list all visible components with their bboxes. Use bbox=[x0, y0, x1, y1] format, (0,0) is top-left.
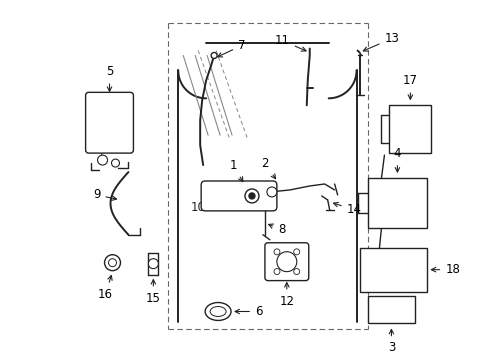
Circle shape bbox=[104, 255, 120, 271]
Text: 14: 14 bbox=[333, 202, 361, 216]
Text: 3: 3 bbox=[387, 329, 394, 354]
Text: 12: 12 bbox=[279, 283, 294, 307]
Text: 13: 13 bbox=[363, 32, 399, 51]
Text: 2: 2 bbox=[261, 157, 275, 179]
Circle shape bbox=[244, 189, 259, 203]
Text: 10: 10 bbox=[190, 201, 205, 215]
Text: 17: 17 bbox=[402, 75, 417, 99]
Circle shape bbox=[273, 269, 280, 275]
Text: 9: 9 bbox=[93, 188, 116, 202]
Ellipse shape bbox=[205, 302, 230, 320]
FancyBboxPatch shape bbox=[264, 243, 308, 280]
Circle shape bbox=[293, 249, 299, 255]
Bar bbox=[367, 296, 414, 323]
Bar bbox=[388, 105, 430, 153]
Text: 15: 15 bbox=[145, 280, 161, 305]
Text: 5: 5 bbox=[105, 66, 113, 91]
Text: 18: 18 bbox=[430, 263, 459, 276]
Text: 6: 6 bbox=[235, 305, 262, 318]
Text: 4: 4 bbox=[393, 147, 400, 172]
Circle shape bbox=[293, 269, 299, 275]
Circle shape bbox=[98, 155, 107, 165]
Text: 7: 7 bbox=[217, 39, 245, 57]
Bar bbox=[367, 178, 427, 228]
Circle shape bbox=[273, 249, 280, 255]
Circle shape bbox=[211, 53, 217, 58]
Circle shape bbox=[108, 259, 116, 267]
Circle shape bbox=[248, 193, 254, 199]
Text: 11: 11 bbox=[274, 34, 305, 51]
Circle shape bbox=[266, 187, 276, 197]
Ellipse shape bbox=[210, 306, 225, 316]
Circle shape bbox=[276, 252, 296, 272]
Text: 8: 8 bbox=[268, 223, 285, 236]
Text: 16: 16 bbox=[98, 275, 113, 301]
FancyBboxPatch shape bbox=[201, 181, 276, 211]
Circle shape bbox=[111, 159, 119, 167]
Text: 1: 1 bbox=[229, 159, 243, 181]
Circle shape bbox=[148, 259, 158, 269]
Bar bbox=[359, 248, 427, 292]
FancyBboxPatch shape bbox=[85, 92, 133, 153]
